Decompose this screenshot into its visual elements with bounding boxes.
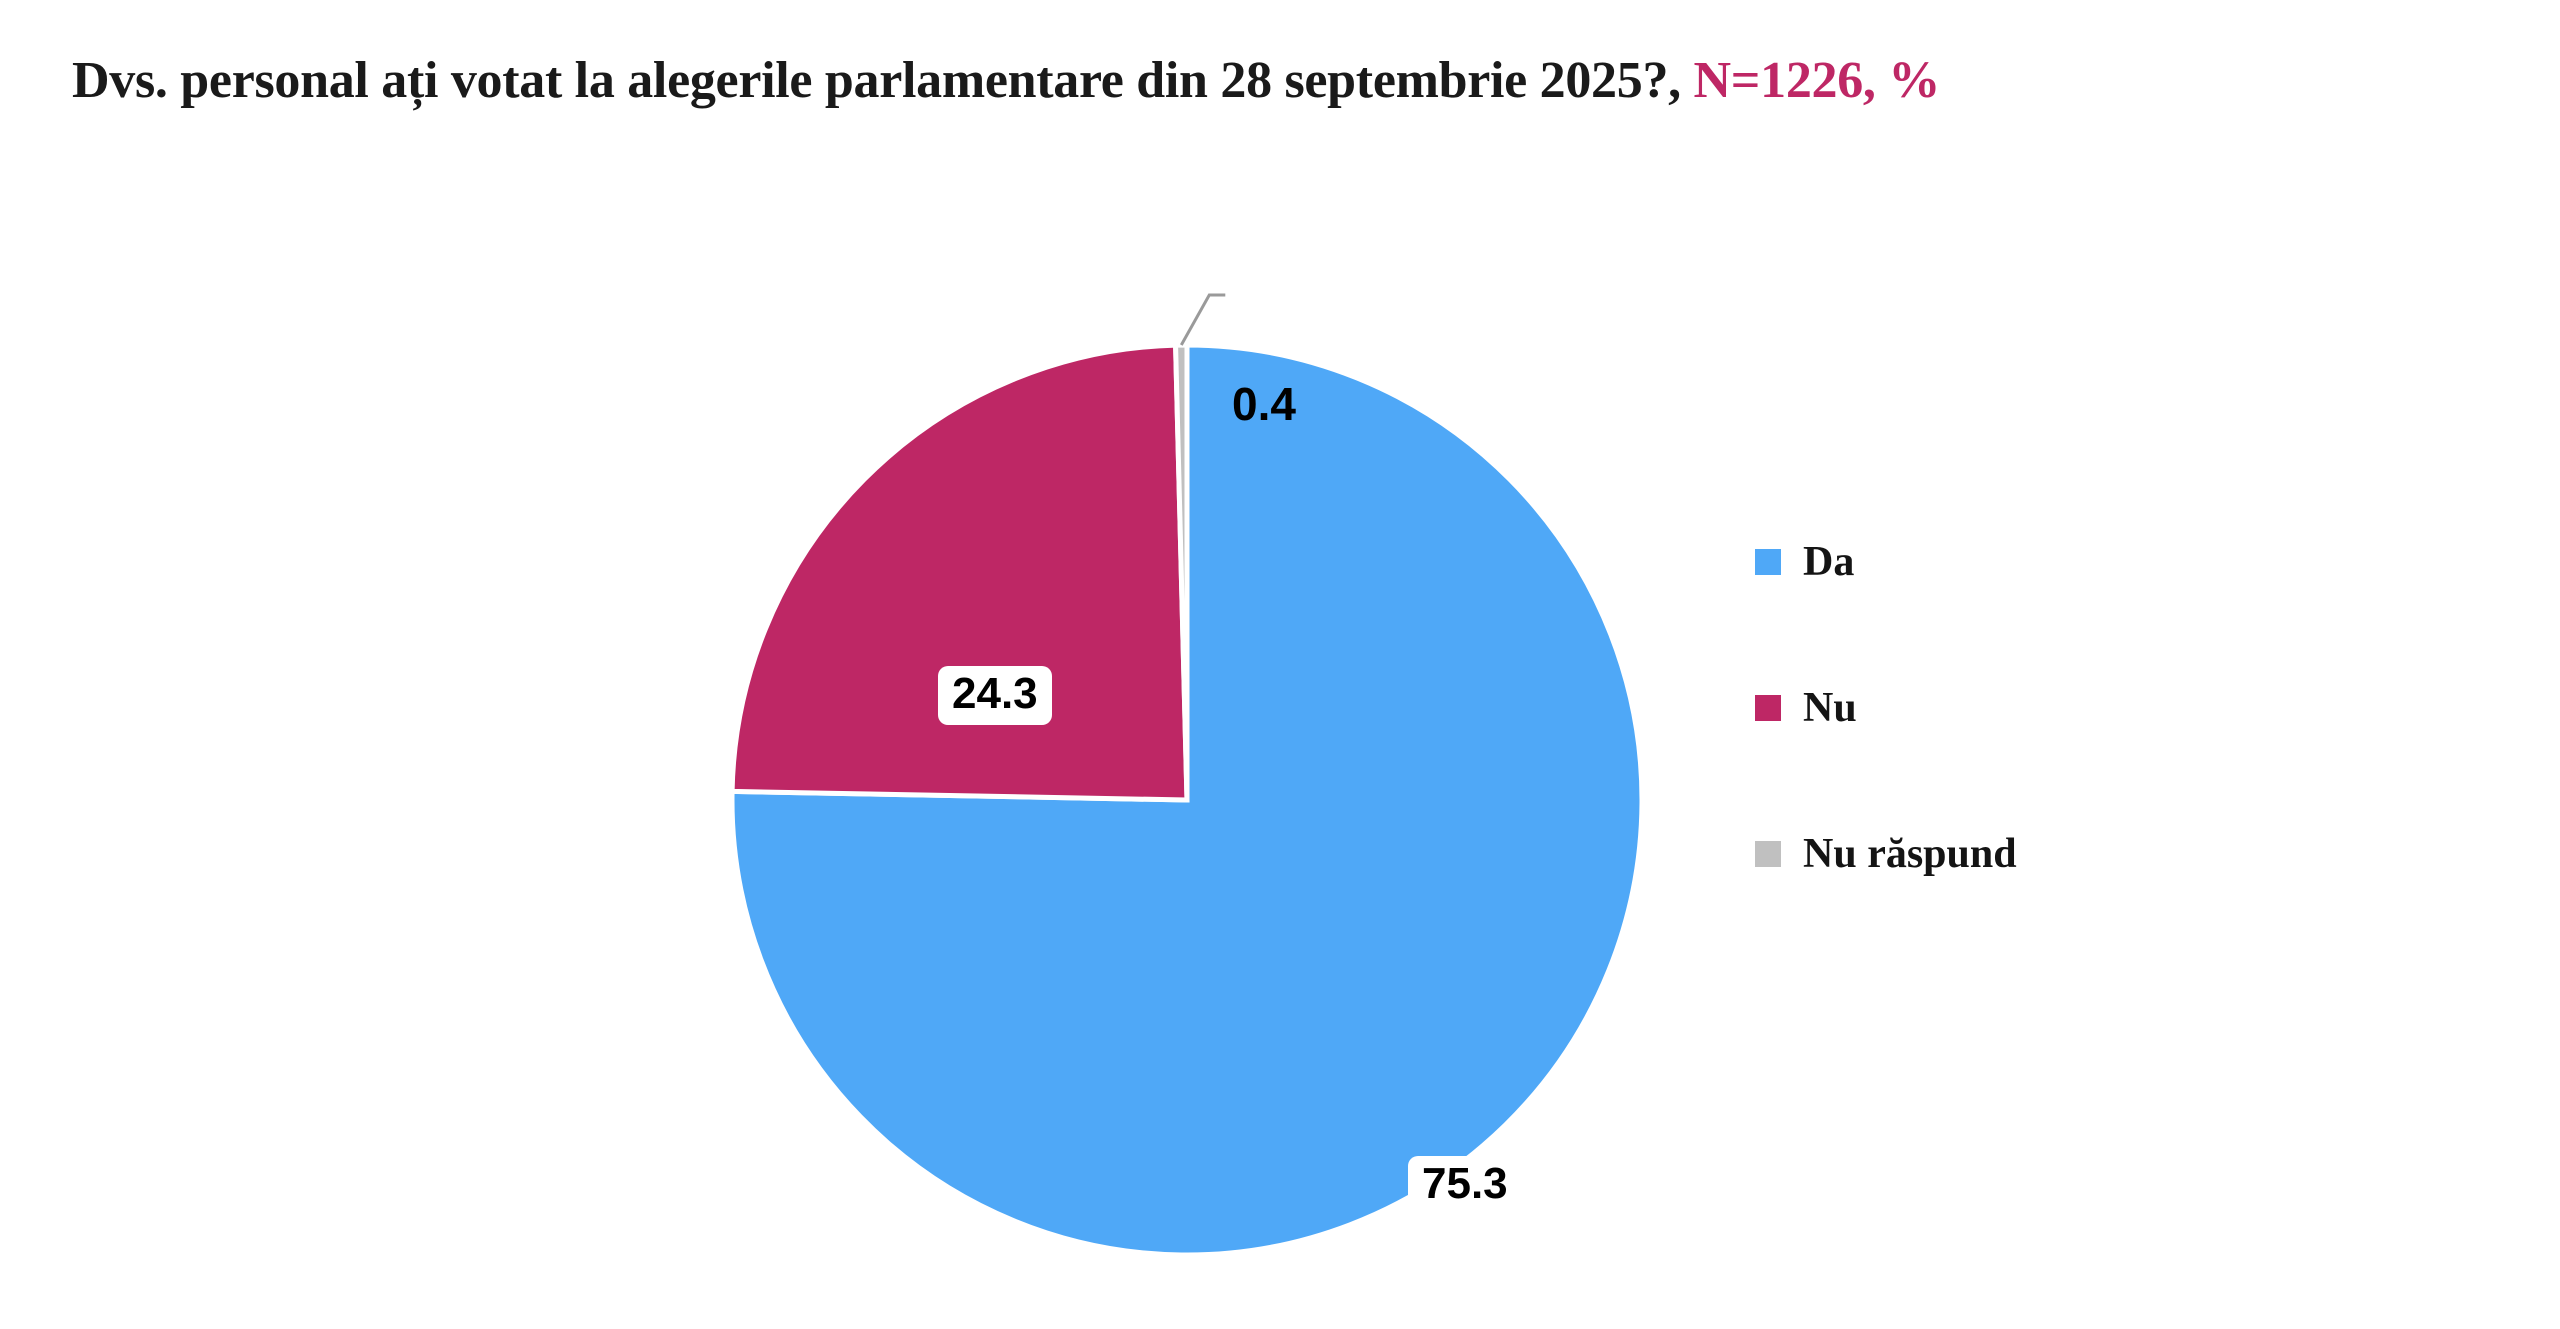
- legend-label-nu: Nu: [1803, 685, 1857, 731]
- data-label-nu: 24.3: [938, 666, 1052, 725]
- legend-item-nu-raspund[interactable]: Nu răspund: [1755, 832, 2455, 876]
- pie-svg: [729, 293, 1645, 1258]
- data-label-nu-raspund: 0.4: [1232, 378, 1296, 430]
- legend: Da Nu Nu răspund: [1755, 540, 2455, 876]
- title-sample-size-text: N=1226, %: [1693, 52, 1941, 109]
- legend-item-nu[interactable]: Nu: [1755, 686, 2455, 730]
- legend-label-da: Da: [1803, 539, 1855, 585]
- legend-swatch-nu-raspund-icon: [1755, 841, 1781, 867]
- plot-area: 24.3 75.3 0.4: [0, 130, 1740, 1329]
- pie-slice-nu-raspund[interactable]: [1173, 342, 1190, 801]
- legend-item-da[interactable]: Da: [1755, 540, 2455, 584]
- data-label-da: 75.3: [1408, 1156, 1522, 1215]
- pie-slice-nu[interactable]: [729, 342, 1190, 803]
- data-label-leader-line: [1179, 293, 1226, 346]
- legend-swatch-da-icon: [1755, 549, 1781, 575]
- title-question-text: Dvs. personal ați votat la alegerile par…: [72, 52, 1694, 109]
- legend-label-nu-raspund: Nu răspund: [1803, 831, 2017, 877]
- page-title: Dvs. personal ați votat la alegerile par…: [72, 48, 2560, 118]
- legend-swatch-nu-icon: [1755, 695, 1781, 721]
